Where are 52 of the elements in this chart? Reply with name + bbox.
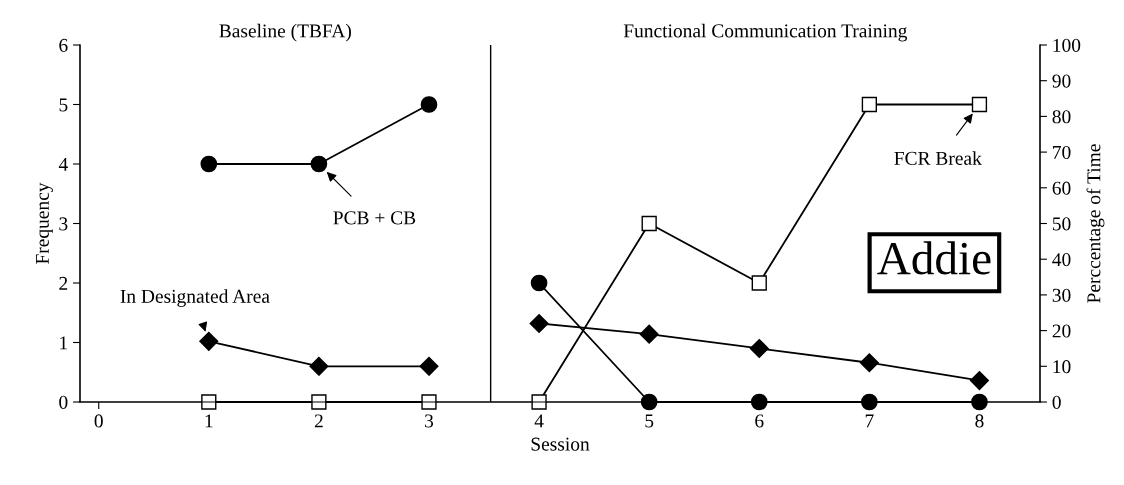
y2-tick-label: 80: [1052, 110, 1071, 124]
point: [310, 155, 328, 173]
x-tick-label: 8: [975, 414, 984, 428]
point: [529, 313, 549, 333]
point: [969, 371, 989, 391]
y2-tick-label: 60: [1052, 181, 1071, 195]
y-tick-label: 1: [60, 336, 68, 350]
point: [859, 353, 879, 373]
point: [420, 96, 438, 113]
y-tick-label: 3: [59, 217, 68, 231]
y2-axis-title: Perccentage of Time: [1086, 144, 1105, 303]
x-tick-label: 6: [755, 414, 764, 428]
y-tick-label: 2: [59, 276, 68, 290]
y2-tick-label: 10: [1053, 360, 1071, 374]
point: [971, 96, 988, 113]
y2-tick-label: 50: [1052, 217, 1071, 231]
x-tick-label: 5: [645, 414, 654, 428]
x-tick-label: 2: [314, 414, 323, 428]
point: [751, 275, 767, 291]
text: Functional Communication Training: [623, 23, 908, 42]
x-tick-label: 0: [94, 414, 103, 428]
y2-tick-label: 100: [1053, 38, 1081, 52]
point: [200, 155, 218, 173]
x-tick-label: 3: [425, 414, 434, 428]
y2-tick-label: 40: [1052, 253, 1071, 267]
annotation: Addie: [877, 241, 991, 275]
text: Baseline (TBFA): [219, 23, 351, 42]
y2-tick-label: 0: [1052, 395, 1061, 409]
y-tick-label: 6: [59, 38, 68, 52]
annotation: FCR Break: [894, 151, 982, 165]
point: [530, 274, 548, 292]
y-tick-label: 4: [58, 157, 68, 171]
point: [861, 96, 877, 113]
y2-tick-label: 90: [1052, 74, 1071, 88]
point: [639, 324, 659, 344]
point: [749, 338, 769, 358]
annotation: PCB + CB: [333, 211, 416, 225]
x-axis-title: Session: [531, 437, 590, 451]
y-axis-title: Frequency: [35, 182, 53, 264]
x-tick-label: 4: [534, 414, 544, 428]
point: [199, 331, 219, 351]
annotation: In Designated Area: [120, 289, 270, 307]
y2-tick-label: 30: [1052, 288, 1071, 302]
x-tick-label: 1: [205, 414, 213, 428]
y2-tick-label: 70: [1053, 145, 1071, 160]
y2-tick-label: 20: [1052, 324, 1071, 338]
point: [419, 356, 439, 376]
point: [309, 356, 329, 376]
y-tick-label: 0: [59, 395, 68, 409]
y-tick-label: 5: [59, 98, 68, 112]
point: [641, 215, 657, 232]
x-tick-label: 7: [865, 414, 874, 428]
